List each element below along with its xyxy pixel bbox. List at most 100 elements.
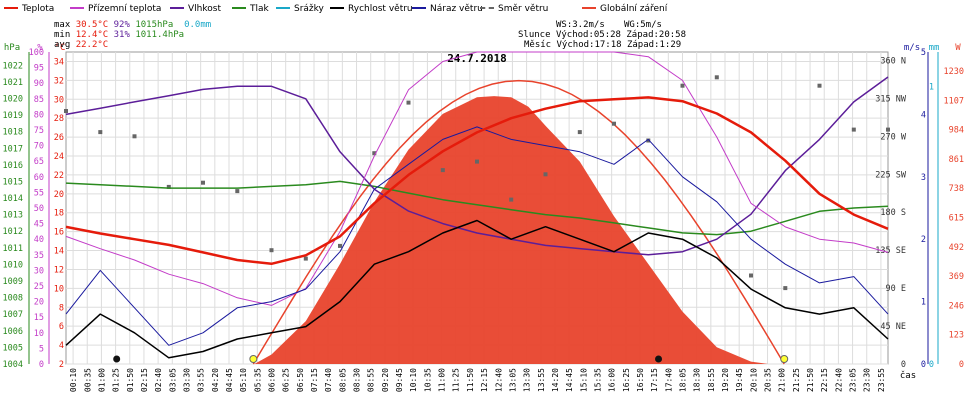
x-tick-label: 10:10 [409, 368, 418, 392]
x-tick-label: 11:50 [466, 368, 475, 392]
legend-item-humidity: Vlhkost [170, 4, 221, 14]
humidity-axis-tick: 35 [34, 251, 44, 261]
pressure-axis-tick: 1006 [3, 327, 23, 337]
direction-axis-tick: 360 N [880, 56, 906, 66]
x-tick-label: 13:55 [537, 368, 546, 392]
wind-axis-tick: 2 [921, 235, 926, 245]
x-tick-label: 04:45 [225, 368, 234, 392]
pressure-axis-tick: 1018 [3, 128, 23, 138]
x-tick-label: 06:50 [296, 368, 305, 392]
x-tick-label: 18:30 [693, 368, 702, 392]
wind-direction-point [372, 151, 377, 156]
radiation-envelope-line [252, 79, 785, 365]
temperature-axis-tick: 30 [54, 95, 64, 105]
radiation-axis-tick: 861 [949, 155, 964, 165]
x-tick-label: 13:30 [523, 368, 532, 392]
humidity-axis-tick: 50 [34, 204, 44, 214]
wind-direction-point [612, 121, 616, 126]
wind-axis-tick: 1 [921, 298, 926, 308]
pressure-axis-tick: 1015 [3, 177, 23, 187]
x-tick-label: 12:40 [494, 368, 503, 392]
humidity-line [65, 76, 889, 256]
x-tick-label: 01:00 [97, 368, 106, 392]
wind-axis-tick: 0 [921, 360, 926, 370]
temperature-axis-tick: 10 [54, 284, 64, 294]
wind-direction-point [577, 130, 582, 135]
pressure-axis-tick: 1008 [3, 294, 23, 304]
humidity-axis-tick: 10 [34, 329, 44, 339]
pressure-axis-tick: 1013 [3, 211, 23, 221]
humidity-axis-tick: 70 [34, 142, 44, 152]
humidity-axis-tick: 85 [34, 95, 44, 105]
x-tick-label: 04:20 [211, 368, 220, 392]
wind-direction-point [680, 83, 685, 88]
x-tick-label: 05:35 [253, 368, 262, 392]
humidity-axis-tick: 65 [34, 157, 44, 167]
x-tick-label: 08:55 [367, 368, 376, 392]
wind-axis-tick: 5 [921, 48, 926, 58]
humidity-axis-tick: 25 [34, 282, 44, 292]
moonset-marker [113, 355, 121, 363]
pressure-axis-tick: 1005 [3, 343, 23, 353]
temperature-axis-tick: 34 [54, 57, 64, 67]
moonrise-marker [655, 355, 663, 363]
stats-avg-row: avg 22.2°C [54, 40, 109, 50]
x-tick-label: 17:40 [664, 368, 673, 392]
humidity-axis-tick: 55 [34, 188, 44, 198]
x-tick-label: 08:30 [353, 368, 362, 392]
sunrise-marker [249, 355, 258, 363]
legend-item-wind-direction: Směr větru [480, 4, 548, 14]
x-tick-label: 22:40 [834, 368, 843, 392]
pressure-axis-tick: 1007 [3, 310, 23, 320]
temperature-axis-tick: 22 [54, 171, 64, 181]
wind-direction-point [64, 109, 68, 113]
x-tick-label: 16:00 [608, 368, 617, 392]
wind-direction-point [235, 189, 240, 194]
wind-direction-point [714, 75, 719, 80]
temperature-axis-tick: 20 [54, 190, 64, 200]
radiation-axis-tick: 615 [949, 214, 964, 224]
humidity-axis-tick: 100 [29, 48, 44, 58]
x-tick-label: 13:05 [508, 368, 517, 392]
chart-title: 24.7.2018 [447, 52, 507, 65]
wind-direction-point [201, 180, 205, 185]
temperature-axis-unit: °C [55, 43, 66, 53]
wind-gust-info: WG:5m/s [624, 20, 662, 30]
pressure-axis-tick: 1022 [3, 61, 23, 71]
humidity-axis-tick: 40 [34, 235, 44, 245]
radiation-axis-tick: 0 [959, 360, 964, 370]
radiation-axis-tick: 123 [949, 331, 964, 341]
x-tick-label: 12:15 [480, 368, 489, 392]
wind-direction-point [269, 248, 274, 253]
x-tick-label: 03:05 [168, 368, 177, 392]
wind-direction-point [817, 83, 822, 88]
direction-axis-tick: 90 E [886, 284, 906, 294]
pressure-axis-tick: 1017 [3, 144, 23, 154]
temperature-axis-tick: 16 [54, 228, 64, 238]
legend-item-wind-gust: Náraz větru [412, 4, 483, 14]
x-tick-label: 19:45 [735, 368, 744, 392]
humidity-axis-tick: 80 [34, 110, 44, 120]
wind-direction-point [886, 127, 890, 132]
temperature-axis-tick: 4 [59, 341, 64, 351]
x-tick-label: 14:45 [565, 368, 574, 392]
temperature-axis-tick: 28 [54, 114, 64, 124]
x-tick-label: 21:50 [806, 368, 815, 392]
stats-min-row: min 12.4°C 31% 1011.4hPa [54, 30, 185, 40]
x-tick-label: 02:40 [154, 368, 163, 392]
wind-direction-point [166, 184, 171, 189]
x-tick-label: 08:05 [338, 368, 347, 392]
legend-item-temperature: Teplota [4, 4, 54, 14]
wind-direction-point [132, 134, 137, 139]
temperature-line [65, 96, 889, 266]
pressure-axis-tick: 1010 [3, 260, 23, 270]
radiation-axis-tick: 1230 [944, 67, 964, 77]
wind-direction-point [509, 197, 514, 202]
humidity-axis-tick: 30 [34, 266, 44, 276]
wind-direction-point [440, 168, 445, 173]
humidity-axis-tick: 5 [39, 344, 44, 354]
humidity-axis-tick: 60 [34, 173, 44, 183]
pressure-axis-tick: 1014 [3, 194, 23, 204]
legend-item-wind-speed: Rychlost větru [330, 4, 413, 14]
x-tick-label: 23:55 [877, 368, 886, 392]
